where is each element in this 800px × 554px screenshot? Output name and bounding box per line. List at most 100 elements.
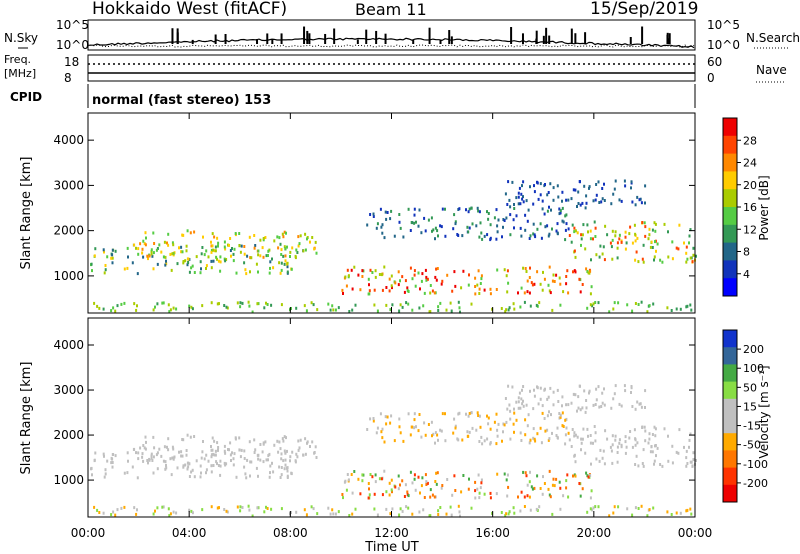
power-cell [368, 289, 371, 293]
velocity-cell [440, 429, 443, 433]
power-cell [312, 303, 315, 307]
colorbar-tick-label: 100 [743, 362, 764, 375]
power-cell [282, 254, 285, 258]
power-cell [495, 288, 498, 291]
velocity-cell [407, 494, 410, 498]
power-cell [104, 268, 107, 272]
power-cell [638, 198, 641, 202]
power-cell [561, 219, 564, 223]
velocity-cell [302, 453, 305, 457]
power-cell [156, 302, 159, 306]
power-cell [667, 255, 670, 259]
power-cell [249, 256, 252, 260]
velocity-cell [278, 440, 281, 444]
power-cell [431, 289, 434, 293]
power-cell [441, 207, 444, 211]
power-cell [102, 307, 105, 311]
velocity-cell [509, 437, 512, 441]
velocity-cell [531, 487, 534, 491]
power-cell [675, 307, 678, 311]
velocity-cell [276, 439, 279, 443]
velocity-cell [133, 447, 136, 451]
power-cell [431, 229, 433, 233]
power-cell [689, 303, 692, 307]
velocity-cell [565, 479, 568, 483]
freq-left-tick-bottom: 8 [64, 71, 72, 85]
velocity-cell [279, 476, 282, 479]
velocity-cell [480, 435, 483, 439]
power-cell [565, 275, 568, 278]
velocity-cell [423, 496, 426, 499]
power-cell [187, 261, 190, 264]
velocity-cell [480, 481, 483, 485]
y-tick-label: 2000 [53, 224, 84, 238]
velocity-cell [594, 505, 597, 509]
velocity-cell [331, 508, 334, 512]
velocity-cell [677, 451, 680, 455]
power-cell [489, 238, 492, 242]
velocity-cell [671, 444, 674, 448]
power-cell [594, 235, 597, 238]
velocity-cell [265, 458, 268, 462]
velocity-cell [644, 406, 646, 409]
power-cell [150, 248, 153, 252]
power-cell [180, 245, 183, 249]
velocity-cell [446, 478, 449, 481]
power-cell [137, 247, 140, 251]
power-cell [141, 251, 144, 255]
velocity-cell [259, 443, 262, 446]
velocity-cell [509, 417, 512, 421]
velocity-cell [402, 439, 405, 443]
velocity-cell [574, 460, 577, 464]
velocity-cell [635, 454, 638, 458]
power-cell [294, 256, 297, 260]
y-tick-label: 2000 [53, 428, 84, 442]
power-cell [304, 232, 307, 236]
power-cell [211, 244, 214, 248]
power-cell [189, 231, 192, 235]
power-cell [215, 255, 218, 259]
velocity-cell [616, 445, 619, 449]
velocity-cell [495, 442, 498, 446]
velocity-cell [156, 467, 159, 471]
power-cell [327, 302, 330, 306]
power-cell [502, 225, 504, 229]
velocity-cell [670, 513, 673, 516]
power-cell [217, 244, 219, 248]
power-cell [111, 256, 114, 260]
power-cell [648, 304, 651, 308]
colorbar-swatch [723, 467, 737, 486]
power-cell [602, 245, 605, 249]
power-cell [146, 254, 149, 258]
power-cell [515, 196, 518, 200]
power-cell [284, 259, 287, 263]
velocity-cell [261, 450, 264, 454]
velocity-cell [190, 509, 193, 513]
power-cell [432, 228, 435, 232]
power-cell [661, 260, 664, 264]
velocity-cell [595, 457, 598, 461]
power-cell [509, 233, 512, 237]
power-cell [679, 307, 682, 311]
power-cell [142, 239, 145, 243]
power-cell [391, 303, 394, 307]
velocity-cell [413, 412, 416, 416]
y-tick-label: 3000 [53, 383, 84, 397]
power-cell [126, 266, 129, 270]
power-cell [474, 285, 477, 288]
power-cell [487, 217, 490, 221]
power-cell [186, 257, 189, 261]
power-cell [667, 230, 669, 234]
velocity-cell [567, 495, 570, 499]
power-cell [191, 264, 194, 268]
power-cell [507, 308, 510, 312]
velocity-cell [150, 454, 153, 458]
velocity-cell [562, 494, 565, 498]
power-cell [559, 211, 562, 215]
power-cell [588, 185, 591, 189]
velocity-cell [610, 406, 613, 410]
power-cell [273, 239, 276, 243]
power-cell [533, 190, 536, 194]
power-cell [483, 234, 486, 238]
power-cell [528, 276, 531, 279]
